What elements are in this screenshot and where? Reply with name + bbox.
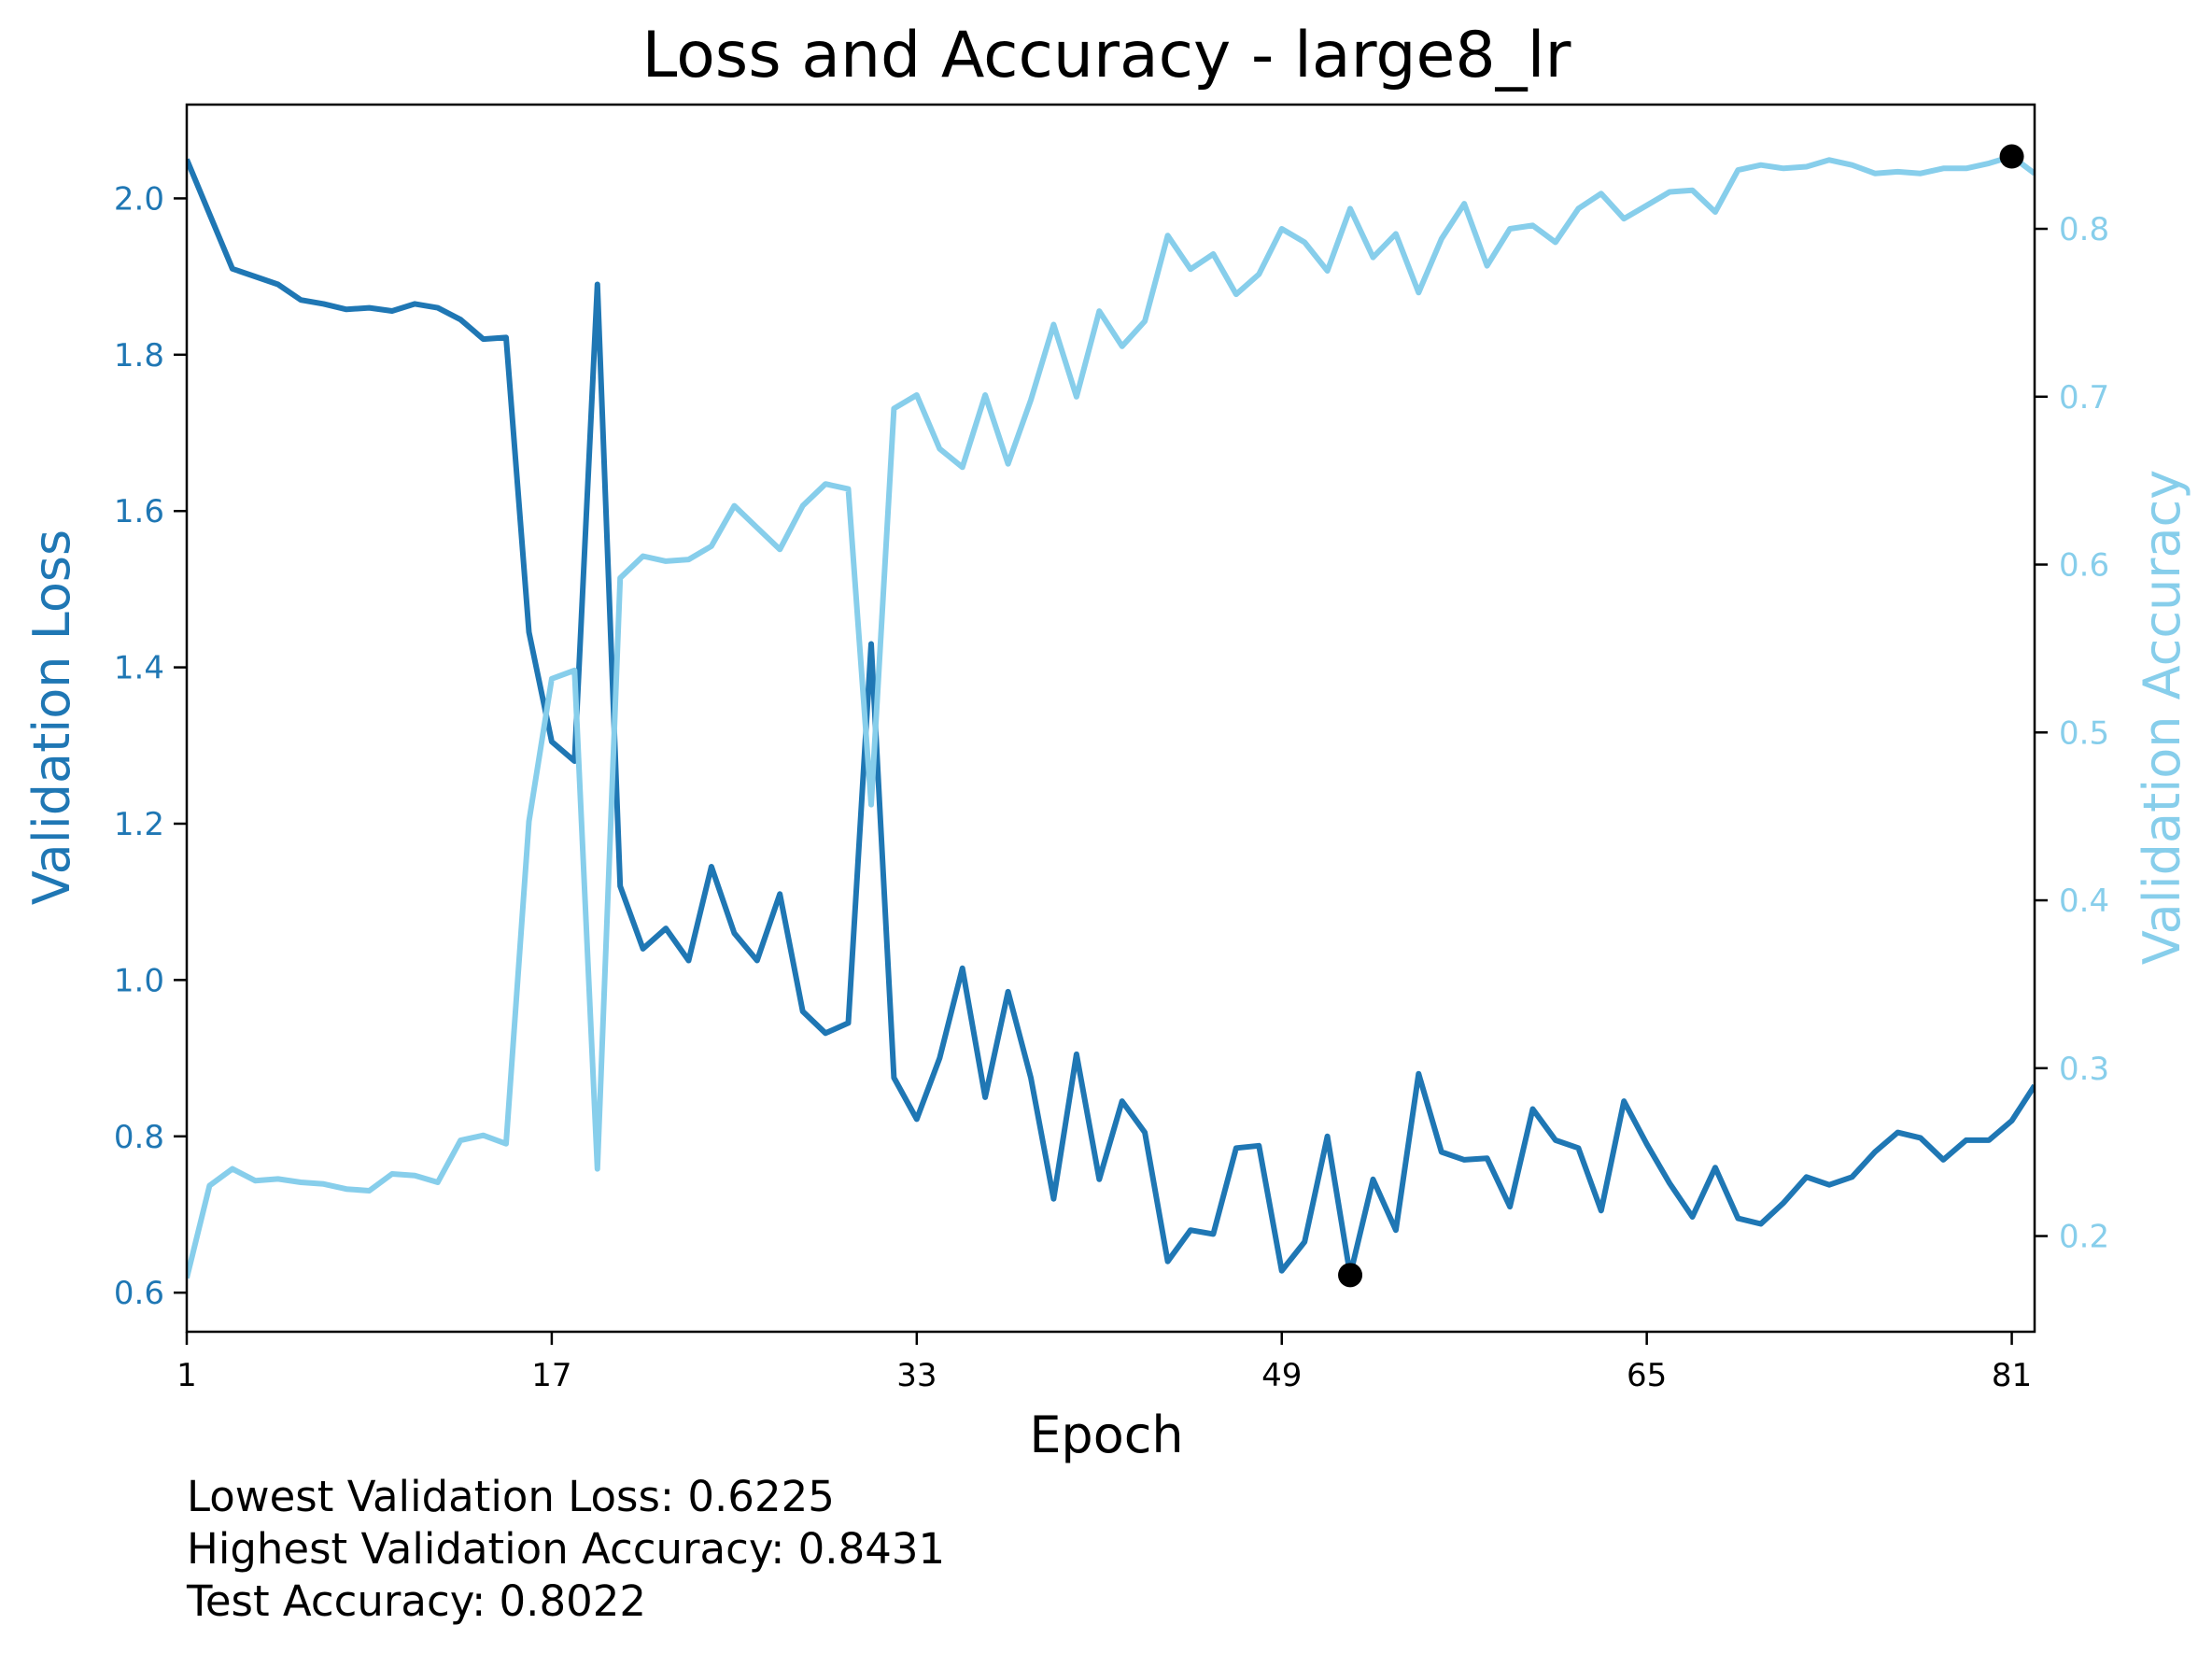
plot-frame xyxy=(185,103,2036,1334)
y-axis-right-label: Validation Accuracy xyxy=(2133,470,2191,965)
x-tick-label: 65 xyxy=(1627,1357,1667,1394)
x-tick-label: 17 xyxy=(531,1357,571,1394)
y-right-tick-label: 0.8 xyxy=(2059,211,2109,248)
y-right-tick-label: 0.5 xyxy=(2059,714,2109,752)
x-tick-label: 81 xyxy=(1992,1357,2032,1394)
y-left-tick-label: 1.2 xyxy=(114,806,164,843)
y-right-tick-label: 0.2 xyxy=(2059,1219,2109,1256)
y-axis-left-label: Validation Loss xyxy=(22,530,81,905)
y-left-tick-label: 2.0 xyxy=(114,180,164,218)
y-right-tick-label: 0.3 xyxy=(2059,1051,2109,1088)
highest-accuracy-text: Highest Validation Accuracy: 0.8431 xyxy=(187,1524,946,1574)
x-tick-label: 33 xyxy=(896,1357,937,1394)
x-tick-label: 1 xyxy=(176,1357,197,1394)
min-loss-marker xyxy=(1338,1263,1363,1288)
y-left-tick-label: 0.6 xyxy=(114,1275,164,1312)
y-left-tick-label: 1.6 xyxy=(114,493,164,530)
y-left-tick-label: 0.8 xyxy=(114,1119,164,1156)
lowest-loss-text: Lowest Validation Loss: 0.6225 xyxy=(187,1472,835,1521)
y-right-tick-label: 0.7 xyxy=(2059,379,2109,417)
chart-title: Loss and Accuracy - large8_lr xyxy=(642,19,1571,92)
max-accuracy-marker xyxy=(1999,144,2024,169)
accuracy-line xyxy=(187,153,2035,1279)
y-right-tick-label: 0.6 xyxy=(2059,547,2109,585)
y-left-tick-label: 1.4 xyxy=(114,650,164,687)
y-left-tick-label: 1.8 xyxy=(114,337,164,374)
y-right-tick-label: 0.4 xyxy=(2059,883,2109,920)
plot-area: 1 17 33 49 65 81 0.6 0.8 1.0 1.2 1.4 1.6 1.8 2.0 0.2 0.… xyxy=(114,103,2109,1394)
test-accuracy-text: Test Accuracy: 0.8022 xyxy=(187,1576,647,1626)
x-axis-label: Epoch xyxy=(1029,1406,1183,1464)
loss-line xyxy=(187,158,2035,1279)
y-left-tick-label: 1.0 xyxy=(114,962,164,999)
x-tick-label: 49 xyxy=(1261,1357,1302,1394)
summary-stats: Lowest Validation Loss: 0.6225 Highest V… xyxy=(187,1471,945,1628)
